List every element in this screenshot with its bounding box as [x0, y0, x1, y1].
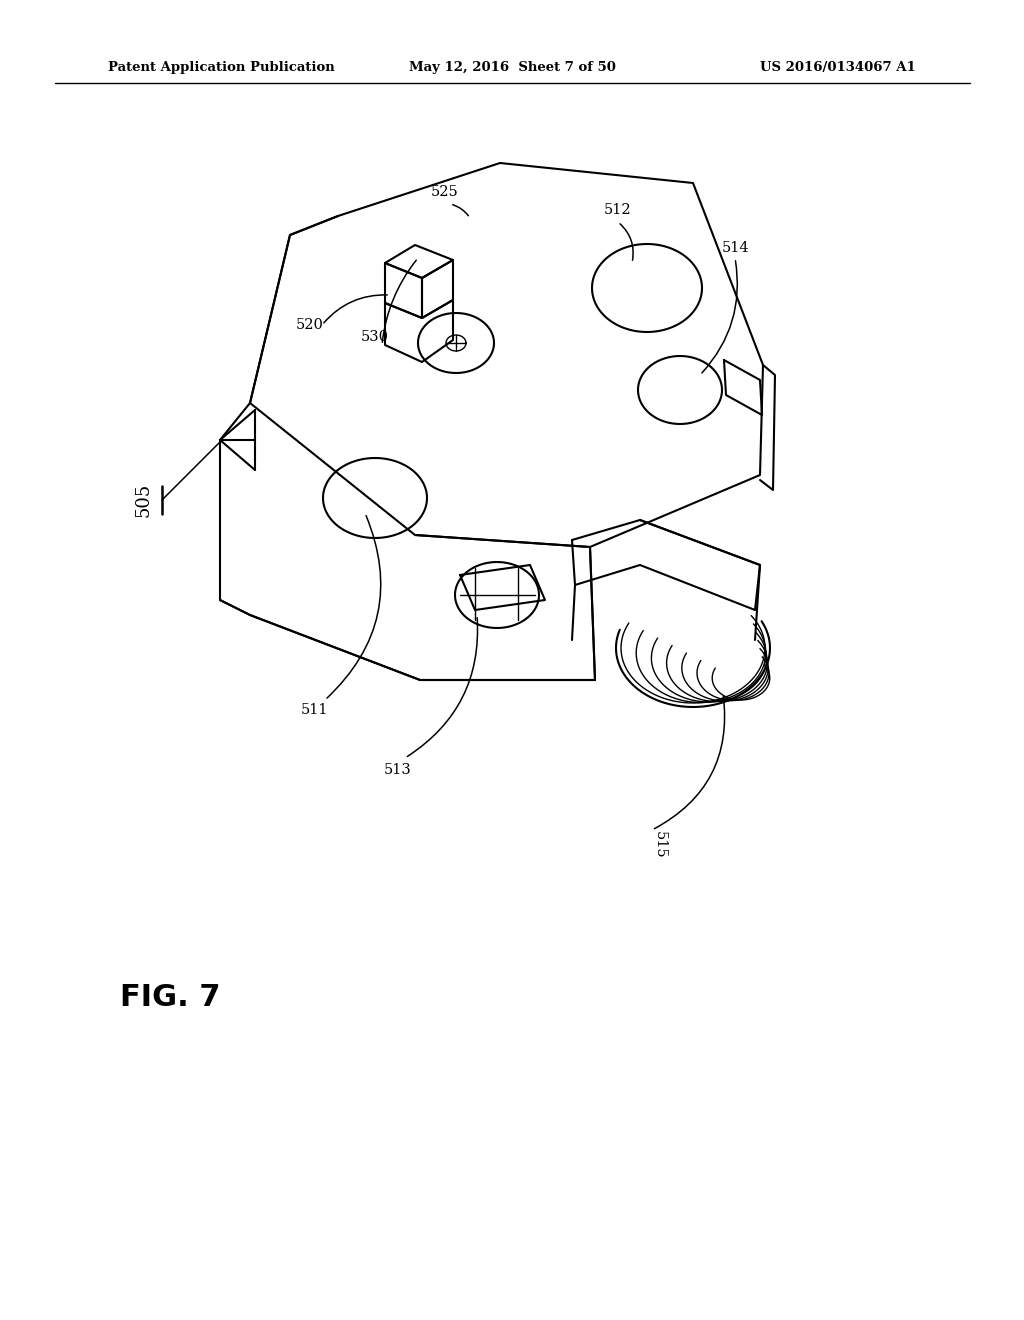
Text: 525: 525 — [431, 185, 459, 199]
Text: 530: 530 — [361, 330, 389, 345]
Text: 520: 520 — [296, 318, 324, 333]
Text: May 12, 2016  Sheet 7 of 50: May 12, 2016 Sheet 7 of 50 — [409, 62, 615, 74]
Text: 505: 505 — [134, 483, 152, 517]
Text: 513: 513 — [384, 763, 412, 777]
Text: 515: 515 — [653, 832, 667, 859]
Text: US 2016/0134067 A1: US 2016/0134067 A1 — [760, 62, 916, 74]
Text: 514: 514 — [722, 242, 750, 255]
Text: 511: 511 — [301, 704, 329, 717]
Text: 512: 512 — [604, 203, 632, 216]
Text: FIG. 7: FIG. 7 — [120, 983, 220, 1012]
Text: Patent Application Publication: Patent Application Publication — [108, 62, 335, 74]
